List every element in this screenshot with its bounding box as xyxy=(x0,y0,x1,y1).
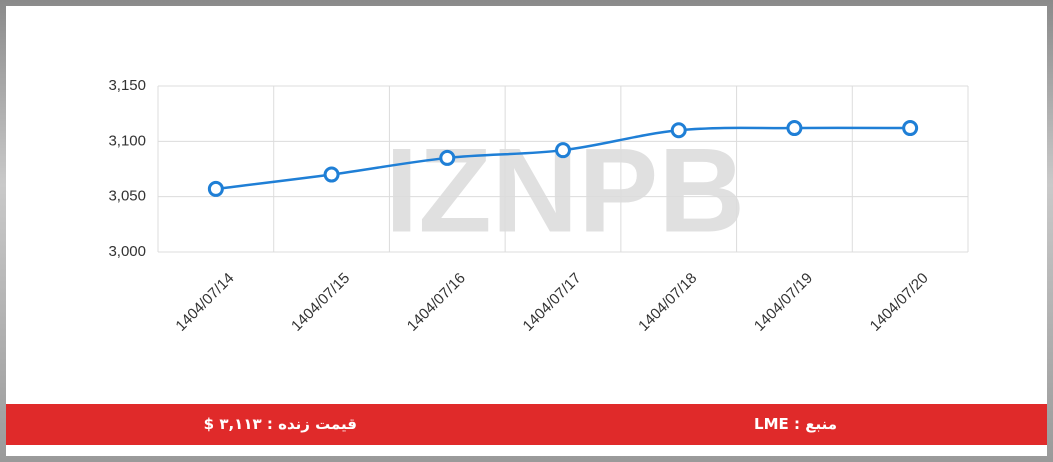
point xyxy=(902,120,919,137)
y-tick-label: 3,150 xyxy=(108,77,146,94)
point xyxy=(786,120,803,137)
panel xyxy=(6,6,1047,456)
x-tick-label: 1404/07/18 xyxy=(635,270,700,335)
y-tick-label: 3,050 xyxy=(108,188,146,205)
point xyxy=(207,180,224,197)
x-tick-label: 1404/07/15 xyxy=(288,270,353,335)
point xyxy=(323,166,340,183)
point xyxy=(670,122,687,139)
source-label: منبع : LME xyxy=(754,415,837,433)
x-tick-label: 1404/07/17 xyxy=(520,270,585,335)
live-price-label: قیمت زنده : ۳,۱۱۳ $ xyxy=(203,415,357,433)
x-tick-label: 1404/07/14 xyxy=(172,270,237,335)
footer-bar: منبع : LME قیمت زنده : ۳,۱۱۳ $ xyxy=(6,404,1047,445)
y-tick-label: 3,100 xyxy=(108,132,146,149)
point xyxy=(555,142,571,159)
x-tick-label: 1404/07/16 xyxy=(404,270,469,335)
x-tick-label: 1404/07/19 xyxy=(751,270,816,335)
x-tick-label: 1404/07/20 xyxy=(867,270,932,335)
y-tick-label: 3,000 xyxy=(108,243,146,260)
point xyxy=(439,149,456,166)
